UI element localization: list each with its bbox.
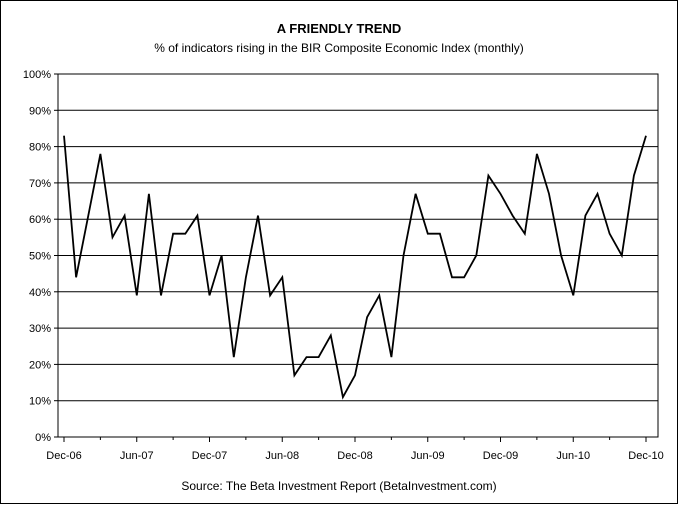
data-point-5 (124, 215, 126, 217)
data-point-22 (330, 334, 332, 336)
data-point-17 (269, 294, 271, 296)
y-tick-label-0: 0% (35, 432, 51, 444)
data-point-45 (609, 233, 611, 235)
data-point-34 (475, 255, 477, 257)
data-point-41 (560, 255, 562, 257)
data-point-7 (148, 193, 150, 195)
data-point-48 (645, 135, 647, 137)
plot-area (57, 73, 659, 438)
y-tick-label-30: 30% (29, 323, 51, 335)
data-point-14 (233, 356, 235, 358)
chart-title: A FRIENDLY TREND (276, 21, 402, 36)
data-point-28 (403, 255, 405, 257)
data-point-39 (536, 153, 538, 155)
data-point-32 (451, 276, 453, 278)
y-tick-label-100: 100% (23, 69, 51, 81)
data-point-9 (172, 233, 174, 235)
y-tick-label-40: 40% (29, 287, 51, 299)
y-tick-label-10: 10% (29, 396, 51, 408)
y-tick-label-50: 50% (29, 251, 51, 263)
data-point-21 (318, 356, 320, 358)
y-tick-label-60: 60% (29, 214, 51, 226)
data-point-6 (136, 294, 138, 296)
data-point-43 (584, 215, 586, 217)
y-tick-label-90: 90% (29, 105, 51, 117)
data-point-26 (378, 294, 380, 296)
x-tick-label-Dec-10: Dec-10 (628, 450, 663, 462)
series-line (63, 135, 647, 400)
data-point-31 (439, 233, 441, 235)
data-point-18 (281, 276, 283, 278)
data-point-33 (463, 276, 465, 278)
x-tick-label-Jun-10: Jun-10 (556, 450, 590, 462)
data-point-27 (390, 356, 392, 358)
data-point-38 (524, 233, 526, 235)
x-tick-label-Jun-08: Jun-08 (265, 450, 299, 462)
y-tick-label-20: 20% (29, 359, 51, 371)
data-point-35 (487, 175, 489, 177)
data-point-47 (633, 175, 635, 177)
data-point-23 (342, 396, 344, 398)
data-point-37 (512, 215, 514, 217)
data-point-44 (597, 193, 599, 195)
data-point-24 (354, 374, 356, 376)
data-point-46 (621, 255, 623, 257)
data-point-0 (63, 135, 65, 137)
x-tick-label-Dec-08: Dec-08 (337, 450, 372, 462)
data-point-36 (500, 193, 502, 195)
data-point-16 (257, 215, 259, 217)
data-point-1 (75, 276, 77, 278)
data-point-20 (306, 356, 308, 358)
data-point-8 (160, 294, 162, 296)
y-tick-label-70: 70% (29, 178, 51, 190)
data-point-12 (209, 294, 211, 296)
data-point-30 (427, 233, 429, 235)
x-tick-label-Dec-06: Dec-06 (46, 450, 81, 462)
x-tick-label-Dec-09: Dec-09 (483, 450, 518, 462)
x-tick-label-Jun-09: Jun-09 (411, 450, 445, 462)
data-point-4 (112, 236, 114, 238)
data-point-15 (245, 276, 247, 278)
data-point-2 (87, 215, 89, 217)
data-point-42 (572, 294, 574, 296)
x-tick-label-Jun-07: Jun-07 (120, 450, 154, 462)
chart-subtitle: % of indicators rising in the BIR Compos… (154, 41, 524, 55)
x-tick-label-Dec-07: Dec-07 (192, 450, 227, 462)
data-point-40 (548, 193, 550, 195)
data-point-10 (184, 233, 186, 235)
data-point-25 (366, 316, 368, 318)
y-tick-label-80: 80% (29, 142, 51, 154)
data-point-3 (99, 153, 101, 155)
data-point-19 (293, 374, 295, 376)
data-point-29 (415, 193, 417, 195)
data-point-13 (221, 255, 223, 257)
chart-source: Source: The Beta Investment Report (Beta… (181, 479, 497, 493)
data-point-11 (196, 215, 198, 217)
